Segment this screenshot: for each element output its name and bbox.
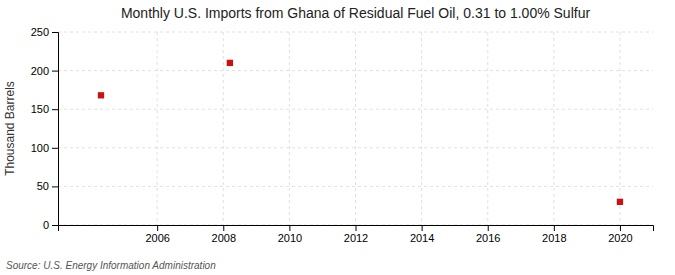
x-grid-line <box>223 32 224 225</box>
x-tick: 2008 <box>212 225 236 244</box>
x-tick-label: 2010 <box>278 232 302 244</box>
x-tick-label: 2016 <box>476 232 500 244</box>
y-grid-line <box>58 147 653 148</box>
x-tick-label: 2018 <box>542 232 566 244</box>
y-tick-mark <box>52 186 58 187</box>
x-tick-mark <box>422 225 423 231</box>
y-grid-line <box>58 32 653 33</box>
x-grid-line <box>619 32 620 225</box>
y-tick: 150 <box>31 103 58 115</box>
x-tick-mark <box>620 225 621 231</box>
x-grid-line <box>289 32 290 225</box>
source-note: Source: U.S. Energy Information Administ… <box>6 260 216 271</box>
y-axis-title: Thousand Barrels <box>3 81 17 176</box>
y-tick-label: 250 <box>31 26 49 38</box>
y-grid-line <box>58 186 653 187</box>
point <box>227 60 233 66</box>
y-tick-label: 200 <box>31 65 49 77</box>
x-tick: 2016 <box>476 225 500 244</box>
x-tick: 2014 <box>410 225 434 244</box>
x-grid-line <box>421 32 422 225</box>
y-tick-mark <box>52 225 58 226</box>
x-tick-mark <box>157 225 158 231</box>
point <box>617 199 623 205</box>
points <box>98 60 623 205</box>
y-tick-label: 150 <box>31 103 49 115</box>
y-grid-line <box>58 109 653 110</box>
x-tick-mark <box>289 225 290 231</box>
x-tick-mark <box>356 225 357 231</box>
x-tick-label: 2008 <box>212 232 236 244</box>
x-tick-label: 2006 <box>145 232 169 244</box>
x-tick-mark <box>488 225 489 231</box>
y-tick-label: 0 <box>43 219 49 231</box>
y-tick-mark <box>52 32 58 33</box>
x-grid-line <box>553 32 554 225</box>
x-tick: 2012 <box>344 225 368 244</box>
plot: 2006 2008 2010 2012 2014 2016 2018 2020 0 50 100 15… <box>31 26 654 244</box>
x-tick-mark <box>554 225 555 231</box>
grid <box>58 32 653 225</box>
x-tick-label: 2014 <box>410 232 434 244</box>
y-tick: 200 <box>31 65 58 77</box>
y-axis-line <box>52 33 59 226</box>
x-tick-label: 2012 <box>344 232 368 244</box>
y-tick: 250 <box>31 26 58 38</box>
title: Monthly U.S. Imports from Ghana of Resid… <box>121 5 591 21</box>
y-tick-mark <box>52 109 58 110</box>
x-tick: 2006 <box>145 225 169 244</box>
x-tick: 2010 <box>278 225 302 244</box>
y-tick: 50 <box>37 180 58 192</box>
x-axis: 2006 2008 2010 2012 2014 2016 2018 2020 <box>59 225 654 244</box>
x-grid-line <box>487 32 488 225</box>
y-tick-mark <box>52 71 58 72</box>
x-tick: 2018 <box>542 225 566 244</box>
x-tick-label: 2020 <box>608 232 632 244</box>
y-tick: 100 <box>31 142 58 154</box>
x-tick: 2020 <box>608 225 632 244</box>
y-axis: 0 50 100 150 200 250 <box>31 26 59 231</box>
x-axis-line <box>59 226 654 232</box>
x-grid-line <box>157 32 158 225</box>
y-tick-mark <box>52 148 58 149</box>
x-tick-mark <box>223 225 224 231</box>
y-grid-line <box>58 70 653 71</box>
chart: 2006 2008 2010 2012 2014 2016 2018 2020 0 50 100 15… <box>0 0 675 275</box>
x-grid-line <box>355 32 356 225</box>
point <box>98 92 104 98</box>
y-tick: 0 <box>43 219 58 231</box>
y-tick-label: 100 <box>31 142 49 154</box>
y-tick-label: 50 <box>37 180 49 192</box>
